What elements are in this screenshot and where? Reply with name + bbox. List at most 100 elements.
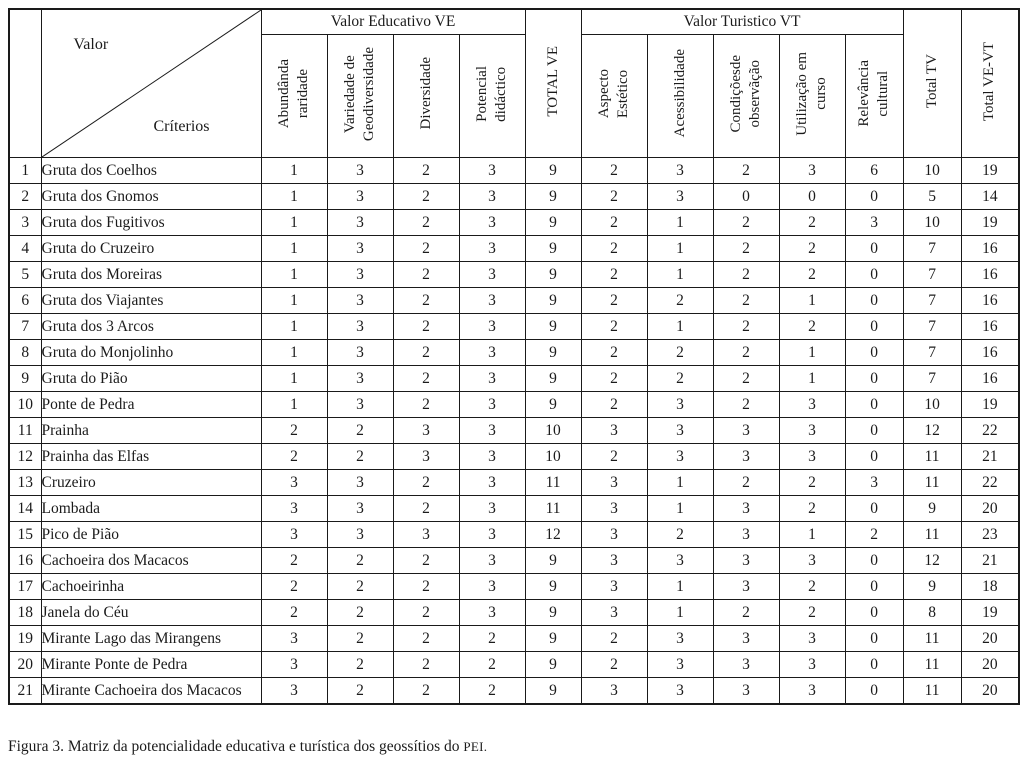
- score-cell-ve-1: 1: [260, 365, 328, 392]
- row-number-cell: 15: [8, 521, 42, 548]
- score-cell-vt-4: 1: [778, 521, 846, 548]
- table-row: 1 Gruta dos Coelhos 1 3 2 3 9 2 3 2 3 6 …: [8, 157, 1020, 184]
- score-cell-ve-3: 2: [392, 313, 460, 340]
- score-cell-vt-2: 3: [646, 547, 714, 574]
- score-cell-ve-3: 2: [392, 391, 460, 418]
- total-tv-cell: 10: [902, 209, 962, 236]
- score-cell-ve-2: 3: [326, 183, 394, 210]
- score-cell-vt-1: 3: [580, 495, 648, 522]
- score-cell-ve-1: 1: [260, 235, 328, 262]
- criteria-label: Variedade de Geodiversidade: [342, 46, 377, 141]
- score-cell-vt-5: 0: [844, 235, 904, 262]
- geosite-name-cell: Gruta dos Coelhos: [40, 157, 262, 184]
- score-cell-ve-1: 1: [260, 261, 328, 288]
- score-cell-ve-4: 3: [458, 417, 526, 444]
- column-header-diversidade: Diversidade: [392, 34, 460, 158]
- score-cell-vt-4: 1: [778, 287, 846, 314]
- score-cell-vt-3: 2: [712, 365, 780, 392]
- table-row: 20 Mirante Ponte de Pedra 3 2 2 2 9 2 3 …: [8, 651, 1020, 678]
- score-cell-ve-1: 1: [260, 313, 328, 340]
- geosite-name-cell: Cachoeirinha: [40, 573, 262, 600]
- row-number-cell: 16: [8, 547, 42, 574]
- total-tv-cell: 12: [902, 417, 962, 444]
- column-header-acessibilidade: Acessibilidade: [646, 34, 714, 158]
- corner-empty-cell: [8, 8, 42, 158]
- score-cell-vt-2: 1: [646, 599, 714, 626]
- row-number-cell: 1: [8, 157, 42, 184]
- score-cell-ve-4: 3: [458, 209, 526, 236]
- total-tv-cell: 9: [902, 495, 962, 522]
- score-cell-ve-3: 2: [392, 339, 460, 366]
- score-cell-vt-2: 1: [646, 261, 714, 288]
- score-cell-ve-1: 1: [260, 209, 328, 236]
- score-cell-vt-4: 3: [778, 391, 846, 418]
- total-ve-vt-cell: 20: [960, 495, 1020, 522]
- criteria-label: Aspecto Estético: [596, 69, 632, 119]
- score-cell-ve-1: 1: [260, 287, 328, 314]
- geosite-name-cell: Prainha das Elfas: [40, 443, 262, 470]
- score-cell-vt-4: 2: [778, 599, 846, 626]
- row-number-cell: 21: [8, 677, 42, 705]
- score-cell-ve-2: 3: [326, 521, 394, 548]
- score-cell-vt-4: 3: [778, 417, 846, 444]
- score-cell-ve-4: 3: [458, 599, 526, 626]
- score-cell-vt-1: 2: [580, 339, 648, 366]
- score-cell-ve-3: 2: [392, 573, 460, 600]
- score-cell-ve-1: 3: [260, 625, 328, 652]
- column-header-total-tv: Total TV: [902, 8, 962, 158]
- geosite-name-cell: Mirante Cachoeira dos Macacos: [40, 677, 262, 705]
- total-ve-vt-cell: 22: [960, 469, 1020, 496]
- score-cell-ve-2: 3: [326, 261, 394, 288]
- score-cell-vt-1: 2: [580, 625, 648, 652]
- column-header-variedade-geodiversidade: Variedade de Geodiversidade: [326, 34, 394, 158]
- total-ve-label: TOTAL VE: [544, 45, 561, 117]
- row-number-cell: 2: [8, 183, 42, 210]
- score-cell-ve-3: 2: [392, 651, 460, 678]
- criteria-label: Utilização em curso: [794, 51, 830, 136]
- score-cell-vt-3: 2: [712, 235, 780, 262]
- score-cell-ve-4: 2: [458, 677, 526, 705]
- score-cell-vt-4: 2: [778, 235, 846, 262]
- score-cell-vt-1: 3: [580, 599, 648, 626]
- row-number-cell: 6: [8, 287, 42, 314]
- group-header-valor-educativo: Valor Educativo VE: [260, 8, 526, 35]
- score-cell-ve-3: 2: [392, 287, 460, 314]
- score-cell-vt-3: 3: [712, 677, 780, 705]
- score-cell-vt-2: 2: [646, 365, 714, 392]
- score-cell-vt-2: 2: [646, 287, 714, 314]
- score-cell-ve-4: 3: [458, 469, 526, 496]
- score-cell-vt-2: 3: [646, 157, 714, 184]
- score-cell-vt-3: 3: [712, 651, 780, 678]
- geosite-name-cell: Janela do Céu: [40, 599, 262, 626]
- row-number-cell: 20: [8, 651, 42, 678]
- group-header-valor-turistico: Valor Turistico VT: [580, 8, 904, 35]
- score-cell-vt-5: 0: [844, 183, 904, 210]
- total-tv-cell: 7: [902, 235, 962, 262]
- score-cell-vt-1: 3: [580, 469, 648, 496]
- score-cell-ve-2: 3: [326, 287, 394, 314]
- score-cell-ve-2: 2: [326, 677, 394, 705]
- score-cell-ve-3: 3: [392, 417, 460, 444]
- table-row: 10 Ponte de Pedra 1 3 2 3 9 2 3 2 3 0 10…: [8, 391, 1020, 418]
- geosite-potential-matrix: Valor Críterios Valor Educativo VE TOTAL…: [8, 8, 1021, 705]
- geosite-name-cell: Prainha: [40, 417, 262, 444]
- score-cell-ve-1: 3: [260, 521, 328, 548]
- total-tv-cell: 11: [902, 443, 962, 470]
- total-ve-vt-cell: 19: [960, 209, 1020, 236]
- geosite-name-cell: Pico de Pião: [40, 521, 262, 548]
- score-cell-ve-3: 2: [392, 625, 460, 652]
- total-ve-vt-label: Total VE-VT: [981, 41, 998, 121]
- score-cell-ve-4: 3: [458, 521, 526, 548]
- row-number-cell: 4: [8, 235, 42, 262]
- total-ve-cell: 11: [524, 495, 582, 522]
- score-cell-vt-3: 2: [712, 391, 780, 418]
- score-cell-ve-3: 2: [392, 157, 460, 184]
- score-cell-ve-4: 2: [458, 651, 526, 678]
- total-tv-cell: 7: [902, 365, 962, 392]
- score-cell-vt-3: 2: [712, 469, 780, 496]
- score-cell-vt-3: 3: [712, 547, 780, 574]
- table-row: 17 Cachoeirinha 2 2 2 3 9 3 1 3 2 0 9 18: [8, 573, 1020, 600]
- total-tv-cell: 10: [902, 391, 962, 418]
- score-cell-vt-5: 6: [844, 157, 904, 184]
- score-cell-ve-4: 3: [458, 495, 526, 522]
